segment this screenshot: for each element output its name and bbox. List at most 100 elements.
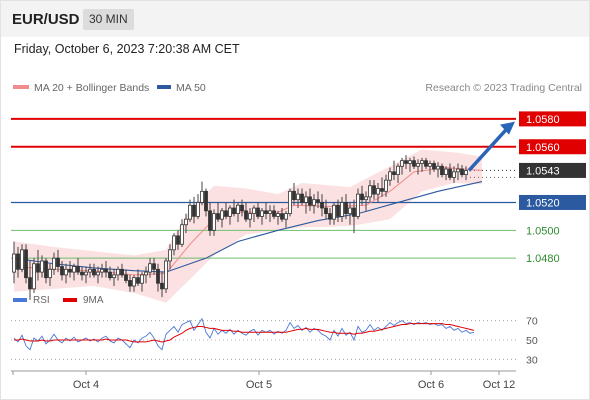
candle-body [460,168,464,176]
candle-body [56,257,60,267]
candle-body [420,160,424,164]
candle-body [284,213,288,220]
candle-body [40,260,44,273]
candle-body [392,171,396,176]
candle-body [228,207,232,217]
resistance-label-1: 1.0580 [526,114,560,126]
candle-body [44,260,48,279]
candles [12,121,515,300]
candle-body [332,204,336,220]
candle-body [320,202,324,209]
candle-body [396,165,400,176]
ma50-legend-label: MA 50 [176,82,206,94]
candle-body [244,210,248,220]
header-bar: EUR/USD 30 MIN [1,1,589,37]
support-label-1-box [519,194,586,210]
candle-body [280,213,284,220]
price-labels: 1.0580 1.0560 1.0543 1.0520 1.0500 1.0480 [519,111,586,265]
candle-body [292,190,296,201]
candle-body [96,271,100,276]
candle-body [120,268,124,276]
candle-body [128,280,132,287]
candle-body [164,260,168,290]
candle-body [12,253,16,273]
resistance-label-1-box [519,111,586,127]
candle-body [152,263,156,270]
candle-body [260,210,264,217]
candle-body [388,171,392,181]
rsi-line [13,317,475,351]
candle-body [196,202,200,217]
candle-body [48,268,52,279]
candle-body [160,282,164,290]
forecast-arrow-head [500,121,515,135]
candle-body [20,249,24,270]
candle-body [88,268,92,273]
copyright-label: Research © 2023 Trading Central [425,82,582,94]
candle-body [340,202,344,217]
rsi-ma-legend-label: 9MA [83,295,104,306]
candle-body [452,171,456,178]
forecast-arrow-shaft [467,127,509,172]
bollinger-band-area [14,149,482,303]
candle-body [376,188,380,195]
candle-body [112,274,116,279]
candle-body [304,196,308,203]
candle-body [72,266,76,273]
candle-body [456,168,460,173]
x-tick-label: Oct 5 [246,379,272,391]
candle-body [408,160,412,164]
candle-body [324,207,328,215]
candle-body [404,160,408,164]
rsi-panel: 70 50 30 [11,316,538,366]
candle-body [180,224,184,245]
candle-body [168,249,172,262]
candle-body [364,196,368,201]
candle-body [352,207,356,217]
candle-body [52,257,56,270]
candle-body [240,204,244,212]
candle-body [416,163,420,167]
candle-body [316,199,320,203]
last-price-label-box [519,162,586,178]
candle-body [104,268,108,273]
support-label-3: 1.0480 [526,253,560,265]
candle-body [172,235,176,251]
support-label-2: 1.0500 [526,225,560,237]
candle-body [384,179,388,192]
candle-body [400,160,404,167]
candle-body [116,268,120,276]
candle-body [248,213,252,220]
candle-body [200,190,204,203]
candle-body [224,210,228,217]
candle-body [272,210,276,217]
candle-body [204,190,208,212]
candle-body [216,213,220,220]
candle-body [16,253,20,270]
candle-body [108,271,112,279]
rsi-legend-label: RSI [33,295,50,306]
candle-body [156,268,160,284]
candle-body [28,277,32,290]
candle-body [348,207,352,215]
candle-body [100,268,104,273]
ma20-legend-swatch [13,85,29,89]
bollinger-band [14,149,482,303]
candle-body [32,263,36,290]
candle-body [328,213,332,220]
candle-body [140,274,144,284]
candle-body [412,160,416,167]
candle-body [252,207,256,215]
rsi-legend-swatch [13,298,27,302]
candle-body [80,271,84,276]
candle-body [92,268,96,276]
candle-body [464,170,468,176]
timeframe-badge[interactable]: 30 MIN [83,9,134,30]
last-price-label: 1.0543 [526,165,560,177]
candle-body [148,263,152,273]
candle-body [432,163,436,170]
level-lines [11,117,516,259]
candle-body [276,213,280,217]
